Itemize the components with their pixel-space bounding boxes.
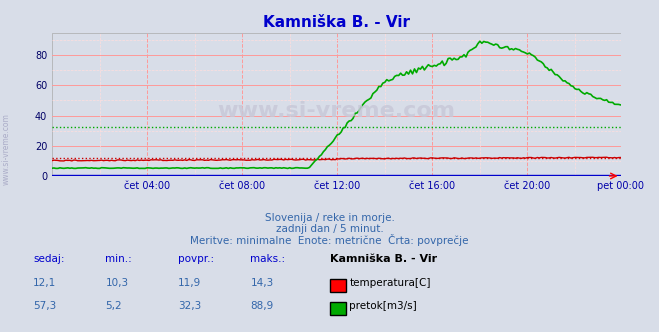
Text: 11,9: 11,9 (178, 278, 201, 288)
Text: 12,1: 12,1 (33, 278, 56, 288)
Text: Meritve: minimalne  Enote: metrične  Črta: povprečje: Meritve: minimalne Enote: metrične Črta:… (190, 234, 469, 246)
Text: 32,3: 32,3 (178, 301, 201, 311)
Text: 88,9: 88,9 (250, 301, 273, 311)
Text: temperatura[C]: temperatura[C] (349, 278, 431, 288)
Text: 14,3: 14,3 (250, 278, 273, 288)
Text: sedaj:: sedaj: (33, 254, 65, 264)
Text: povpr.:: povpr.: (178, 254, 214, 264)
Text: 5,2: 5,2 (105, 301, 122, 311)
Text: Slovenija / reke in morje.: Slovenija / reke in morje. (264, 213, 395, 223)
Text: zadnji dan / 5 minut.: zadnji dan / 5 minut. (275, 224, 384, 234)
Text: 10,3: 10,3 (105, 278, 129, 288)
Text: Kamniška B. - Vir: Kamniška B. - Vir (330, 254, 437, 264)
Text: www.si-vreme.com: www.si-vreme.com (217, 102, 455, 122)
Text: maks.:: maks.: (250, 254, 285, 264)
Text: min.:: min.: (105, 254, 132, 264)
Text: www.si-vreme.com: www.si-vreme.com (2, 114, 11, 185)
Text: pretok[m3/s]: pretok[m3/s] (349, 301, 417, 311)
Title: Kamniška B. - Vir: Kamniška B. - Vir (263, 15, 410, 30)
Text: 57,3: 57,3 (33, 301, 56, 311)
